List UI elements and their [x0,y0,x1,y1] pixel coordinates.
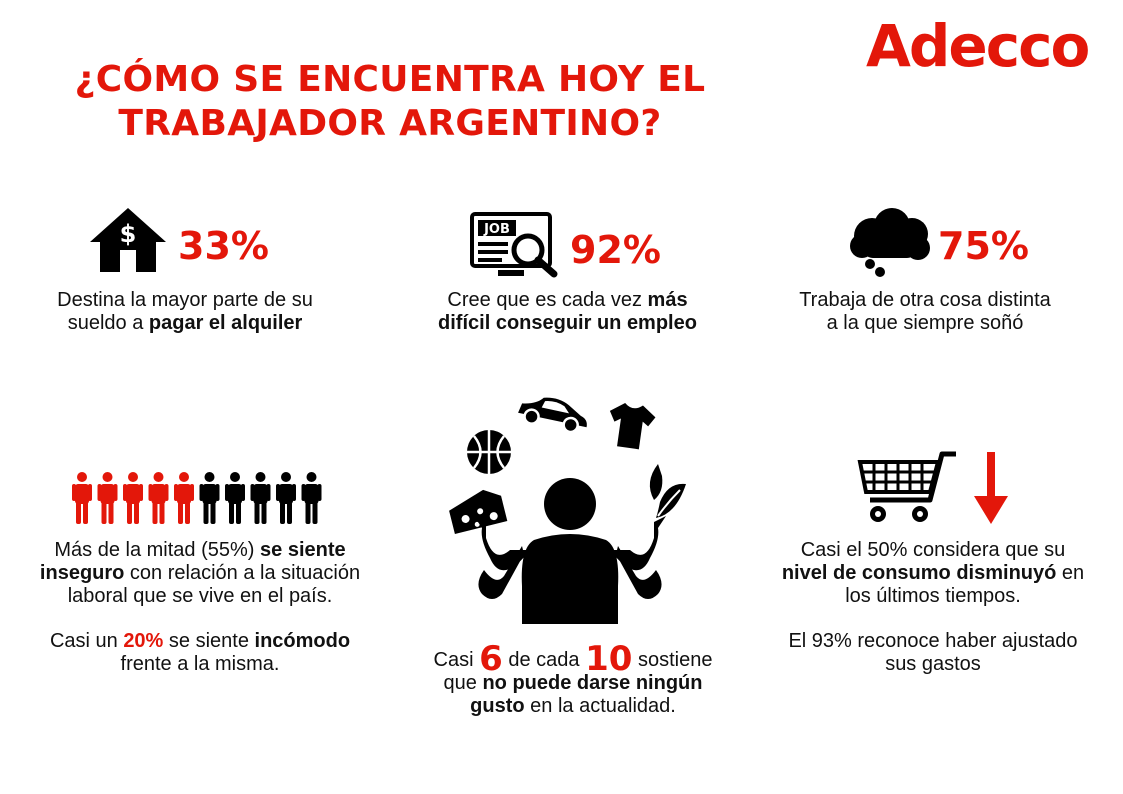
insecurity-p2-bold: incómodo [254,630,351,652]
person-icon [199,472,220,524]
people-row-icon [72,472,322,524]
juggler-line3-post: en la actualidad. [524,695,676,717]
page-title: ¿CÓMO SE ENCUENTRA HOY EL TRABAJADOR ARG… [60,58,720,146]
svg-text:$: $ [120,220,137,248]
consumption-description: Casi el 50% considera que su nivel de co… [758,539,1108,676]
juggler-line3-bold: gusto [470,695,525,717]
job-text-bold2: difícil conseguir un empleo [438,312,697,334]
consumption-p1-post: en [1056,562,1085,584]
juggler-mid: de cada [502,649,586,671]
job-text-pre: Cree que es cada vez [447,289,648,311]
down-arrow-icon [974,452,1008,524]
insecurity-p1-bold1: se siente [260,539,346,561]
car-icon [518,397,587,434]
juggler-num2: 10 [585,639,633,679]
job-text-bold1: más [647,289,688,311]
juggling-person-icon [474,478,666,624]
juggler-description: Casi 6 de cada 10 sostiene que no puede … [405,642,741,718]
person-icon-highlighted [123,472,143,524]
insecurity-p2-mid: se siente [163,630,255,652]
consumption-p2-line1: El 93% reconoce haber ajustado [788,630,1078,652]
insecurity-p1-line3: laboral que se vive en el país. [67,585,333,607]
person-icon [250,472,271,524]
insecurity-p2-line2: frente a la misma. [120,653,280,675]
consumption-p1-line3: los últimos tiempos. [845,585,1021,607]
person-icon-highlighted [148,472,169,524]
person-icon [276,472,296,524]
insecurity-p2-pre: Casi un [49,630,124,652]
juggler-line2-pre: que [443,672,483,694]
shopping-cart-icon [857,451,956,522]
job-description: Cree que es cada vez más difícil consegu… [400,289,735,335]
person-icon [301,472,322,524]
insecurity-p2-red: 20% [123,630,164,652]
thought-cloud-icon [850,208,930,277]
adecco-logo: Adecco [866,12,1090,80]
juggler-line2-bold: no puede darse ningún [482,672,703,694]
dream-text-line1: Trabaja de otra cosa distinta [799,289,1051,311]
rent-description: Destina la mayor parte de su sueldo a pa… [20,289,350,335]
insecurity-p1-pre: Más de la mitad (55%) [54,539,261,561]
svg-text:JOB: JOB [483,222,510,237]
basketball-icon [467,430,511,474]
rent-text-pre: sueldo a [67,312,149,334]
rent-text-bold: pagar el alquiler [148,312,303,334]
insecurity-description: Más de la mitad (55%) se siente inseguro… [12,539,388,676]
insecurity-p1-bold2: inseguro [39,562,125,584]
rent-text-line1: Destina la mayor parte de su [57,289,313,311]
consumption-p2-line2: sus gastos [885,653,981,675]
person-icon-highlighted [97,472,118,524]
consumption-p1-line1: Casi el 50% considera que su [800,539,1066,561]
dream-percentage: 75% [938,224,1029,268]
insecurity-p1-mid: con relación a la situación [124,562,361,584]
consumption-p1-bold: nivel de consumo disminuyó [781,562,1057,584]
dream-description: Trabaja de otra cosa distinta a la que s… [760,289,1090,335]
dream-text-line2: a la que siempre soñó [826,312,1024,334]
title-line-2: TRABAJADOR ARGENTINO? [118,103,662,144]
job-percentage: 92% [570,228,661,272]
juggler-num1: 6 [479,639,503,679]
leaf-icon [649,464,686,518]
title-line-1: ¿CÓMO SE ENCUENTRA HOY EL [74,59,706,100]
tshirt-icon [609,402,656,450]
job-search-monitor-icon: JOB [470,212,558,278]
rent-percentage: 33% [178,224,269,268]
cheese-icon [449,489,508,535]
juggler-pre: Casi [433,649,480,671]
person-icon [225,472,245,524]
person-icon-highlighted [174,472,194,524]
house-dollar-icon: $ [90,208,166,272]
person-icon-highlighted [72,472,92,524]
juggler-post: sostiene [632,649,713,671]
